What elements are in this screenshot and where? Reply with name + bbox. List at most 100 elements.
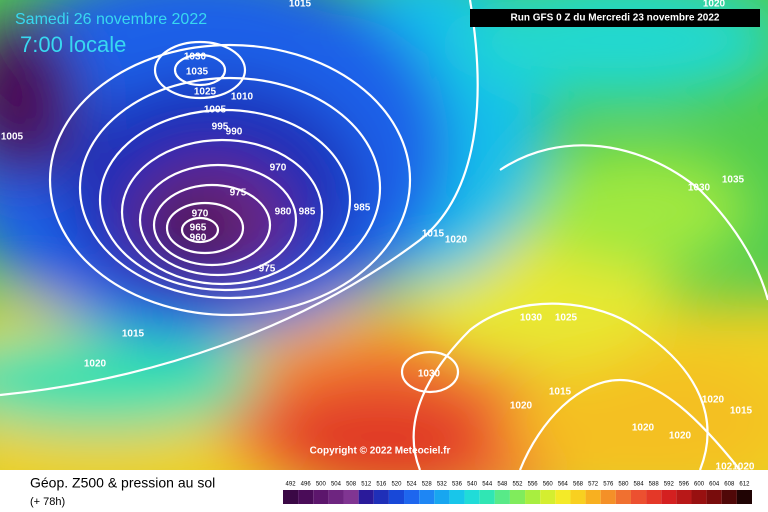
colorbar-label: 604: [709, 482, 720, 488]
colorbar-swatch: [600, 490, 616, 504]
colorbar-swatch: [525, 490, 541, 504]
isobar-label: 1030: [184, 52, 207, 63]
colorbar-swatch: [661, 490, 677, 504]
colorbar-label: 516: [376, 482, 387, 488]
isobar-label: 1020: [632, 423, 655, 434]
footer-title: Géop. Z500 & pression au sol: [30, 475, 215, 491]
colorbar-swatch: [706, 490, 722, 504]
colorbar-label: 588: [649, 482, 660, 488]
isobar-label: 990: [226, 127, 243, 138]
isobar-label: 995: [212, 122, 229, 133]
colorbar-swatch: [494, 490, 510, 504]
isobar-label: 1005: [1, 132, 24, 143]
colorbar-label: 556: [528, 482, 539, 488]
isobar-label: 1005: [204, 105, 227, 116]
colorbar-swatch: [328, 490, 344, 504]
isobar-label: 1035: [722, 175, 745, 186]
isobar-label: 1015: [422, 229, 445, 240]
colorbar-label: 520: [391, 482, 402, 488]
colorbar-swatch: [721, 490, 737, 504]
colorbar-label: 576: [603, 482, 614, 488]
colorbar-swatch: [676, 490, 692, 504]
colorbar-swatch: [540, 490, 556, 504]
colorbar-label: 492: [286, 482, 297, 488]
colorbar-label: 572: [588, 482, 599, 488]
colorbar-label: 580: [618, 482, 629, 488]
isobars: [0, 0, 768, 470]
colorbar-label: 500: [316, 482, 327, 488]
colorbar-swatch: [464, 490, 480, 504]
colorbar-label: 536: [452, 482, 463, 488]
isobar-label: 970: [192, 209, 209, 220]
isobar-label: 970: [270, 163, 287, 174]
isobar-label: 1025: [194, 87, 217, 98]
isobar-label: 1015: [289, 0, 312, 10]
run: Run GFS 0 Z du Mercredi 23 novembre 2022: [511, 13, 720, 24]
colorbar-label: 508: [346, 482, 357, 488]
colorbar-label: 540: [467, 482, 478, 488]
isobar-label: 1020: [703, 0, 726, 10]
colorbar-swatch: [509, 490, 526, 504]
copyright: Copyright © 2022 Meteociel.fr: [310, 446, 451, 457]
colorbar-label: 600: [694, 482, 705, 488]
colorbar-label: 504: [331, 482, 342, 488]
colorbar-swatch: [736, 490, 752, 504]
colorbar-swatch: [646, 490, 662, 504]
isobar-label: 1015: [730, 406, 753, 417]
isobar-label: 1020: [669, 431, 692, 442]
isobar-label: 1020: [510, 401, 533, 412]
colorbar-swatch: [585, 490, 601, 504]
colorbar-swatch: [691, 490, 707, 504]
colorbar-label: 548: [497, 482, 508, 488]
isobar-label: 1025: [555, 313, 578, 324]
isobar-label: 1015: [122, 329, 145, 340]
isobar-label: 1020: [702, 395, 725, 406]
colorbar-swatch: [479, 490, 495, 504]
isobar-label: 1020: [84, 359, 107, 370]
colorbar-label: 596: [679, 482, 690, 488]
time: 7:00 locale: [20, 32, 126, 57]
colorbar-swatch: [419, 490, 435, 504]
colorbar-swatch: [630, 490, 647, 504]
colorbar-swatch: [313, 490, 329, 504]
colorbar-swatch: [343, 490, 359, 504]
isobar-label: 1021020: [716, 462, 755, 473]
colorbar-swatch: [449, 490, 465, 504]
colorbar-label: 568: [573, 482, 584, 488]
isobar-label: 1030: [520, 313, 543, 324]
isobar-label: 980: [275, 207, 292, 218]
colorbar-label: 608: [724, 482, 735, 488]
run-box: [470, 9, 760, 27]
colorbar-swatch: [555, 490, 571, 504]
isobar-label: 1010: [231, 92, 254, 103]
colorbar-swatch: [358, 490, 374, 504]
colorbar-label: 532: [437, 482, 448, 488]
colorbar-label: 612: [739, 482, 750, 488]
colorbar-swatch: [283, 490, 299, 504]
colorbar-swatch: [298, 490, 314, 504]
footer-lead: (+ 78h): [30, 496, 65, 508]
colorbar-swatch: [404, 490, 420, 504]
isobar-label: 985: [299, 207, 316, 218]
colorbar-label: 524: [407, 482, 418, 488]
isobar-label: 1020: [445, 235, 468, 246]
colorbar-swatch: [434, 490, 450, 504]
colorbar-label: 544: [482, 482, 493, 488]
colorbar-swatch: [570, 490, 586, 504]
colorbar-label: 564: [558, 482, 569, 488]
isobar-label: 985: [354, 203, 371, 214]
colorbar-swatch: [373, 490, 389, 504]
date: Samedi 26 novembre 2022: [15, 11, 207, 28]
colorbar-label: 528: [422, 482, 433, 488]
isobar-label: 960: [190, 233, 207, 244]
colorbar-label: 592: [664, 482, 675, 488]
colorbar-label: 512: [361, 482, 372, 488]
colorbar-label: 584: [634, 482, 645, 488]
colorbar-swatch: [388, 490, 405, 504]
isobar-label: 1035: [186, 67, 209, 78]
colorbar-label: 560: [543, 482, 554, 488]
colorbar-label: 552: [512, 482, 523, 488]
isobar-label: 965: [190, 223, 207, 234]
